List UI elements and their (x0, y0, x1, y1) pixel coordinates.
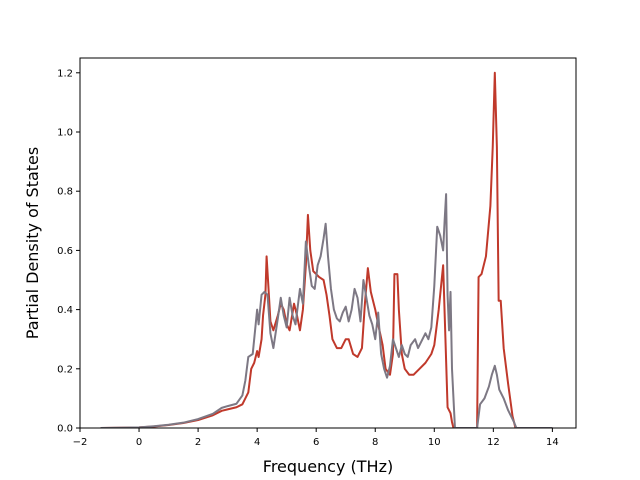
y-axis-ticks: 0.0 0.2 0.4 0.6 0.8 1.0 1.2 (57, 68, 80, 435)
x-tick-label: 12 (487, 437, 500, 448)
y-tick-label: 1.0 (57, 128, 73, 139)
x-axis-ticks: −2 0 2 4 6 8 10 12 14 (73, 428, 559, 448)
y-axis-label: Partial Density of States (23, 147, 42, 339)
series-line-1 (100, 71, 553, 428)
y-tick-label: 1.2 (57, 68, 73, 79)
x-tick-label: 4 (254, 437, 260, 448)
y-tick-label: 0.8 (57, 187, 73, 198)
x-tick-label: 0 (136, 437, 142, 448)
x-tick-label: 14 (546, 437, 559, 448)
x-tick-label: −2 (73, 437, 88, 448)
x-tick-label: 2 (195, 437, 201, 448)
y-tick-label: 0.6 (57, 246, 73, 257)
y-tick-label: 0.2 (57, 364, 73, 375)
axes-frame (79, 57, 577, 429)
y-tick-label: 0.4 (57, 305, 73, 316)
x-axis-label: Frequency (THz) (263, 457, 393, 476)
y-tick-label: 0.0 (57, 424, 73, 435)
x-tick-label: 10 (428, 437, 441, 448)
x-tick-label: 6 (313, 437, 319, 448)
series-line-2 (100, 193, 553, 428)
x-tick-label: 8 (372, 437, 378, 448)
series-layer (100, 71, 553, 428)
plot-area (79, 57, 577, 429)
